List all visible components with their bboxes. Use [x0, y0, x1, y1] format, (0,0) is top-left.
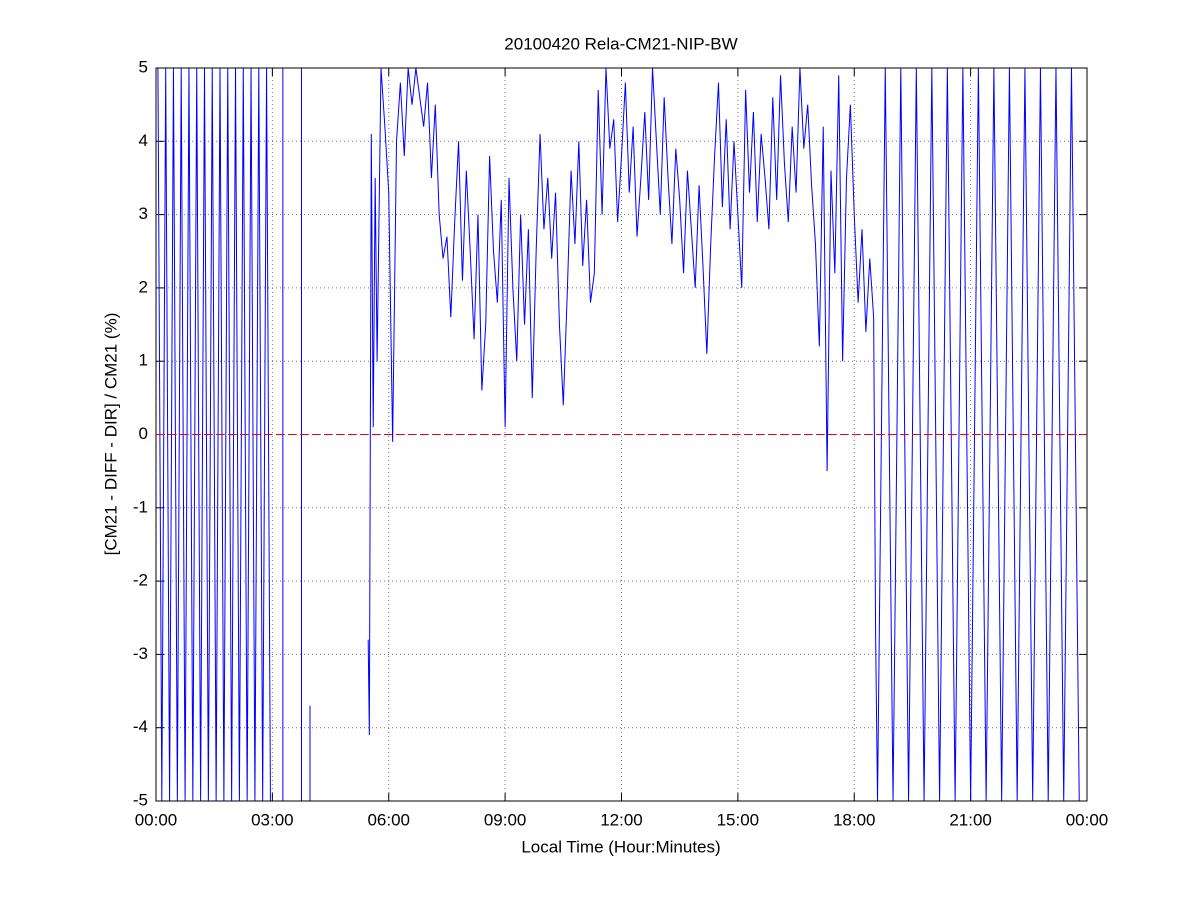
x-tick-label: 03:00	[251, 810, 294, 829]
y-axis-label: [CM21 - DIFF - DIR] / CM21 (%)	[101, 313, 120, 556]
x-tick-label: 06:00	[367, 810, 410, 829]
x-axis-label: Local Time (Hour:Minutes)	[521, 837, 720, 856]
x-tick-label: 18:00	[833, 810, 876, 829]
y-tick-label: 3	[139, 204, 148, 223]
y-tick-label: -3	[133, 644, 148, 663]
x-tick-label: 00:00	[135, 810, 178, 829]
x-tick-label: 21:00	[949, 810, 992, 829]
y-tick-label: -1	[133, 497, 148, 516]
y-tick-label: 2	[139, 277, 148, 296]
plot-frame	[155, 67, 1088, 802]
y-tick-label: 0	[139, 424, 148, 443]
y-tick-label: -4	[133, 717, 148, 736]
y-tick-label: 5	[139, 57, 148, 76]
x-tick-label: 00:00	[1066, 810, 1109, 829]
x-tick-label: 09:00	[484, 810, 527, 829]
x-tick-label: 15:00	[717, 810, 760, 829]
chart-title: 20100420 Rela-CM21-NIP-BW	[504, 34, 737, 53]
y-tick-label: 1	[139, 351, 148, 370]
y-tick-label: -2	[133, 571, 148, 590]
y-tick-label: 4	[139, 131, 148, 150]
y-tick-label: -5	[133, 790, 148, 809]
x-tick-label: 12:00	[600, 810, 643, 829]
